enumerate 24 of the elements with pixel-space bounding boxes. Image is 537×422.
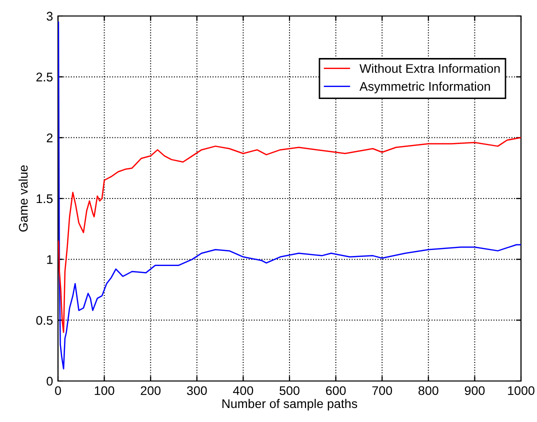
y-axis-title: Game value bbox=[18, 165, 28, 232]
y-tick-label: 0 bbox=[46, 376, 53, 386]
y-tick-label: 3 bbox=[46, 12, 53, 21]
y-tick-label: 0.5 bbox=[36, 316, 53, 325]
y-tick-label: 1.5 bbox=[36, 194, 53, 204]
x-tick-label: 700 bbox=[372, 386, 392, 396]
x-tick-label: 500 bbox=[280, 386, 300, 396]
y-tick-label: 2.5 bbox=[36, 72, 53, 82]
line-series bbox=[58, 21, 521, 370]
x-tick-label: 800 bbox=[418, 386, 438, 396]
x-tick-label: 200 bbox=[140, 386, 161, 396]
x-tick-label: 900 bbox=[464, 386, 485, 396]
line-series bbox=[58, 137, 521, 333]
x-tick-label: 300 bbox=[186, 386, 207, 396]
legend-label: Without Extra Information bbox=[360, 64, 500, 73]
x-axis-title: Number of sample paths bbox=[222, 398, 358, 411]
x-tick-label: 100 bbox=[94, 386, 114, 396]
x-tick-label: 600 bbox=[326, 386, 346, 396]
x-tick-label: 0 bbox=[55, 386, 61, 396]
x-tick-label: 1000 bbox=[508, 386, 534, 396]
x-tick-label: 400 bbox=[233, 386, 254, 396]
y-tick-label: 2 bbox=[46, 133, 53, 142]
legend-label: Asymmetric Information bbox=[359, 82, 490, 94]
y-tick-label: 1 bbox=[47, 255, 53, 264]
